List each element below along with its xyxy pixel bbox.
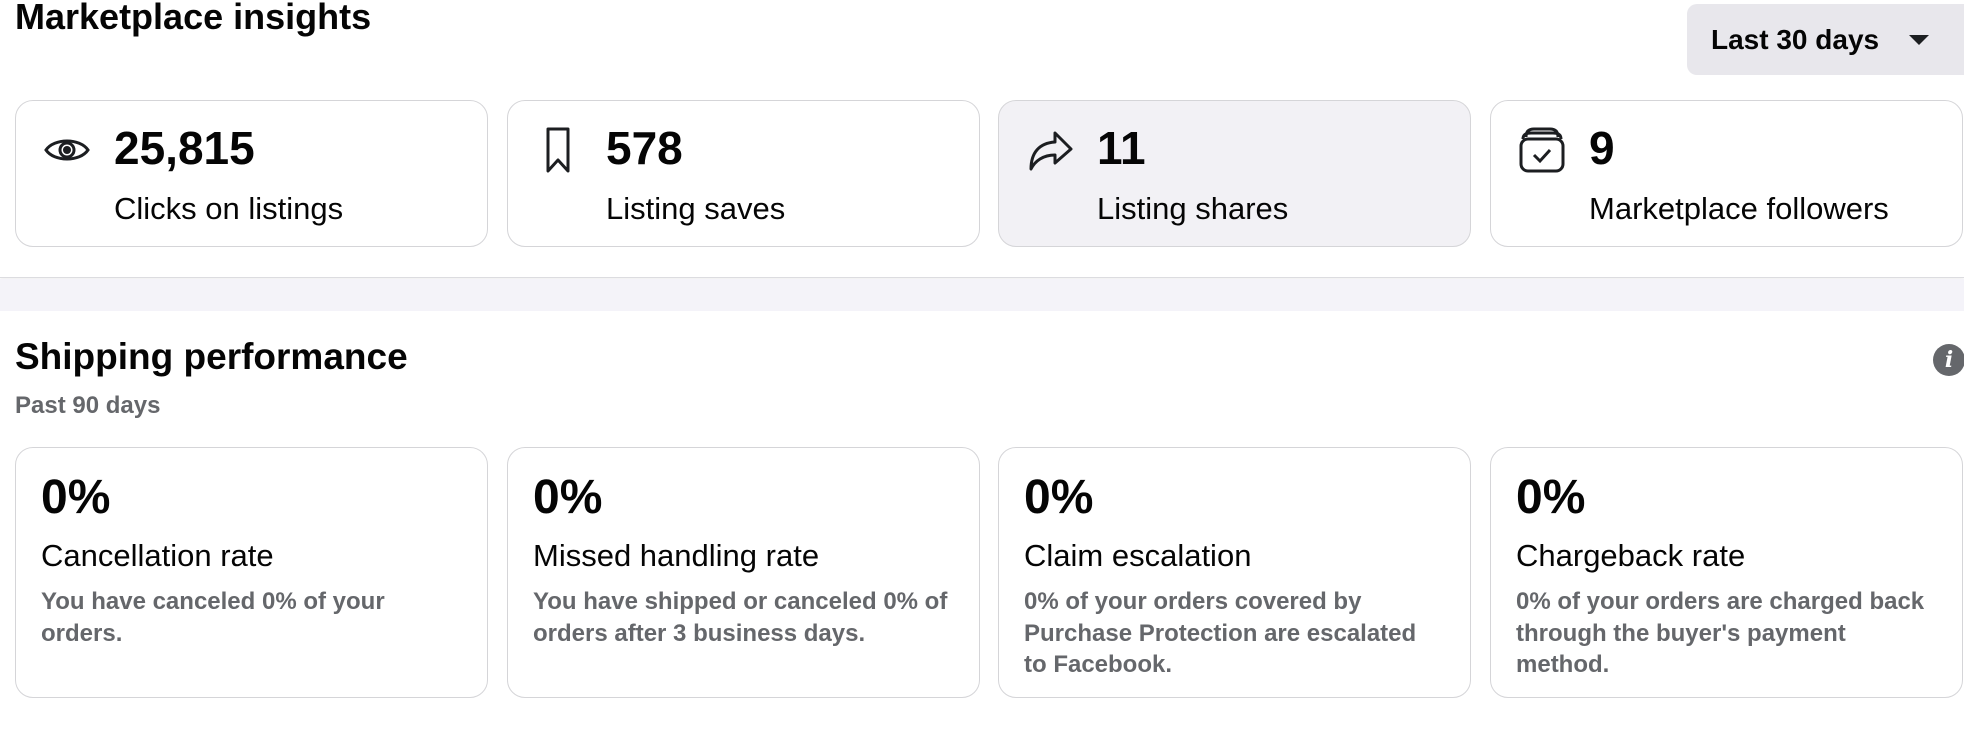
caret-down-icon: [1909, 34, 1930, 45]
shipping-subtitle: Past 90 days: [15, 392, 161, 419]
metric-card-claim-escalation: 0% Claim escalation 0% of your orders co…: [998, 447, 1471, 698]
metric-description: 0% of your orders are charged back throu…: [1516, 588, 1925, 678]
metric-description: You have canceled 0% of your orders.: [41, 588, 385, 647]
stat-value: 11: [1097, 122, 1146, 174]
metric-name: Cancellation rate: [41, 538, 274, 573]
date-range-label: Last 30 days: [1711, 23, 1880, 55]
stat-value: 25,815: [114, 122, 255, 174]
eye-icon: [44, 139, 90, 161]
metric-value: 0%: [1516, 471, 1586, 524]
metric-name: Claim escalation: [1024, 538, 1252, 573]
stat-card-saves[interactable]: 578 Listing saves: [507, 100, 980, 247]
metric-description: 0% of your orders covered by Purchase Pr…: [1024, 588, 1417, 678]
stat-card-followers[interactable]: 9 Marketplace followers: [1490, 100, 1963, 247]
page-title: Marketplace insights: [15, 0, 372, 37]
shipping-title: Shipping performance: [15, 336, 408, 377]
section-divider: [0, 279, 1964, 311]
metric-value: 0%: [1024, 471, 1094, 524]
metric-card-missed-handling: 0% Missed handling rate You have shipped…: [507, 447, 980, 698]
info-icon[interactable]: i: [1933, 344, 1964, 376]
metric-card-chargeback: 0% Chargeback rate 0% of your orders are…: [1490, 447, 1963, 698]
stat-card-shares[interactable]: 11 Listing shares: [998, 100, 1471, 247]
followers-box-icon: [1519, 127, 1565, 173]
metric-value: 0%: [533, 471, 603, 524]
stat-value: 578: [606, 122, 683, 174]
metric-value: 0%: [41, 471, 111, 524]
stat-label: Clicks on listings: [114, 191, 344, 226]
date-range-dropdown[interactable]: Last 30 days: [1687, 4, 1964, 75]
stat-value: 9: [1589, 122, 1615, 174]
metric-description: You have shipped or canceled 0% of order…: [533, 588, 948, 647]
insights-section: Marketplace insights Last 30 days 25,815…: [0, 0, 1964, 278]
stat-label: Marketplace followers: [1589, 191, 1889, 226]
bookmark-icon: [546, 127, 570, 173]
stat-card-clicks[interactable]: 25,815 Clicks on listings: [15, 100, 488, 247]
share-icon: [1029, 131, 1073, 171]
metric-name: Chargeback rate: [1516, 538, 1746, 573]
stat-label: Listing shares: [1097, 191, 1289, 226]
metric-name: Missed handling rate: [533, 538, 820, 573]
metric-card-cancellation: 0% Cancellation rate You have canceled 0…: [15, 447, 488, 698]
stat-label: Listing saves: [606, 191, 786, 226]
